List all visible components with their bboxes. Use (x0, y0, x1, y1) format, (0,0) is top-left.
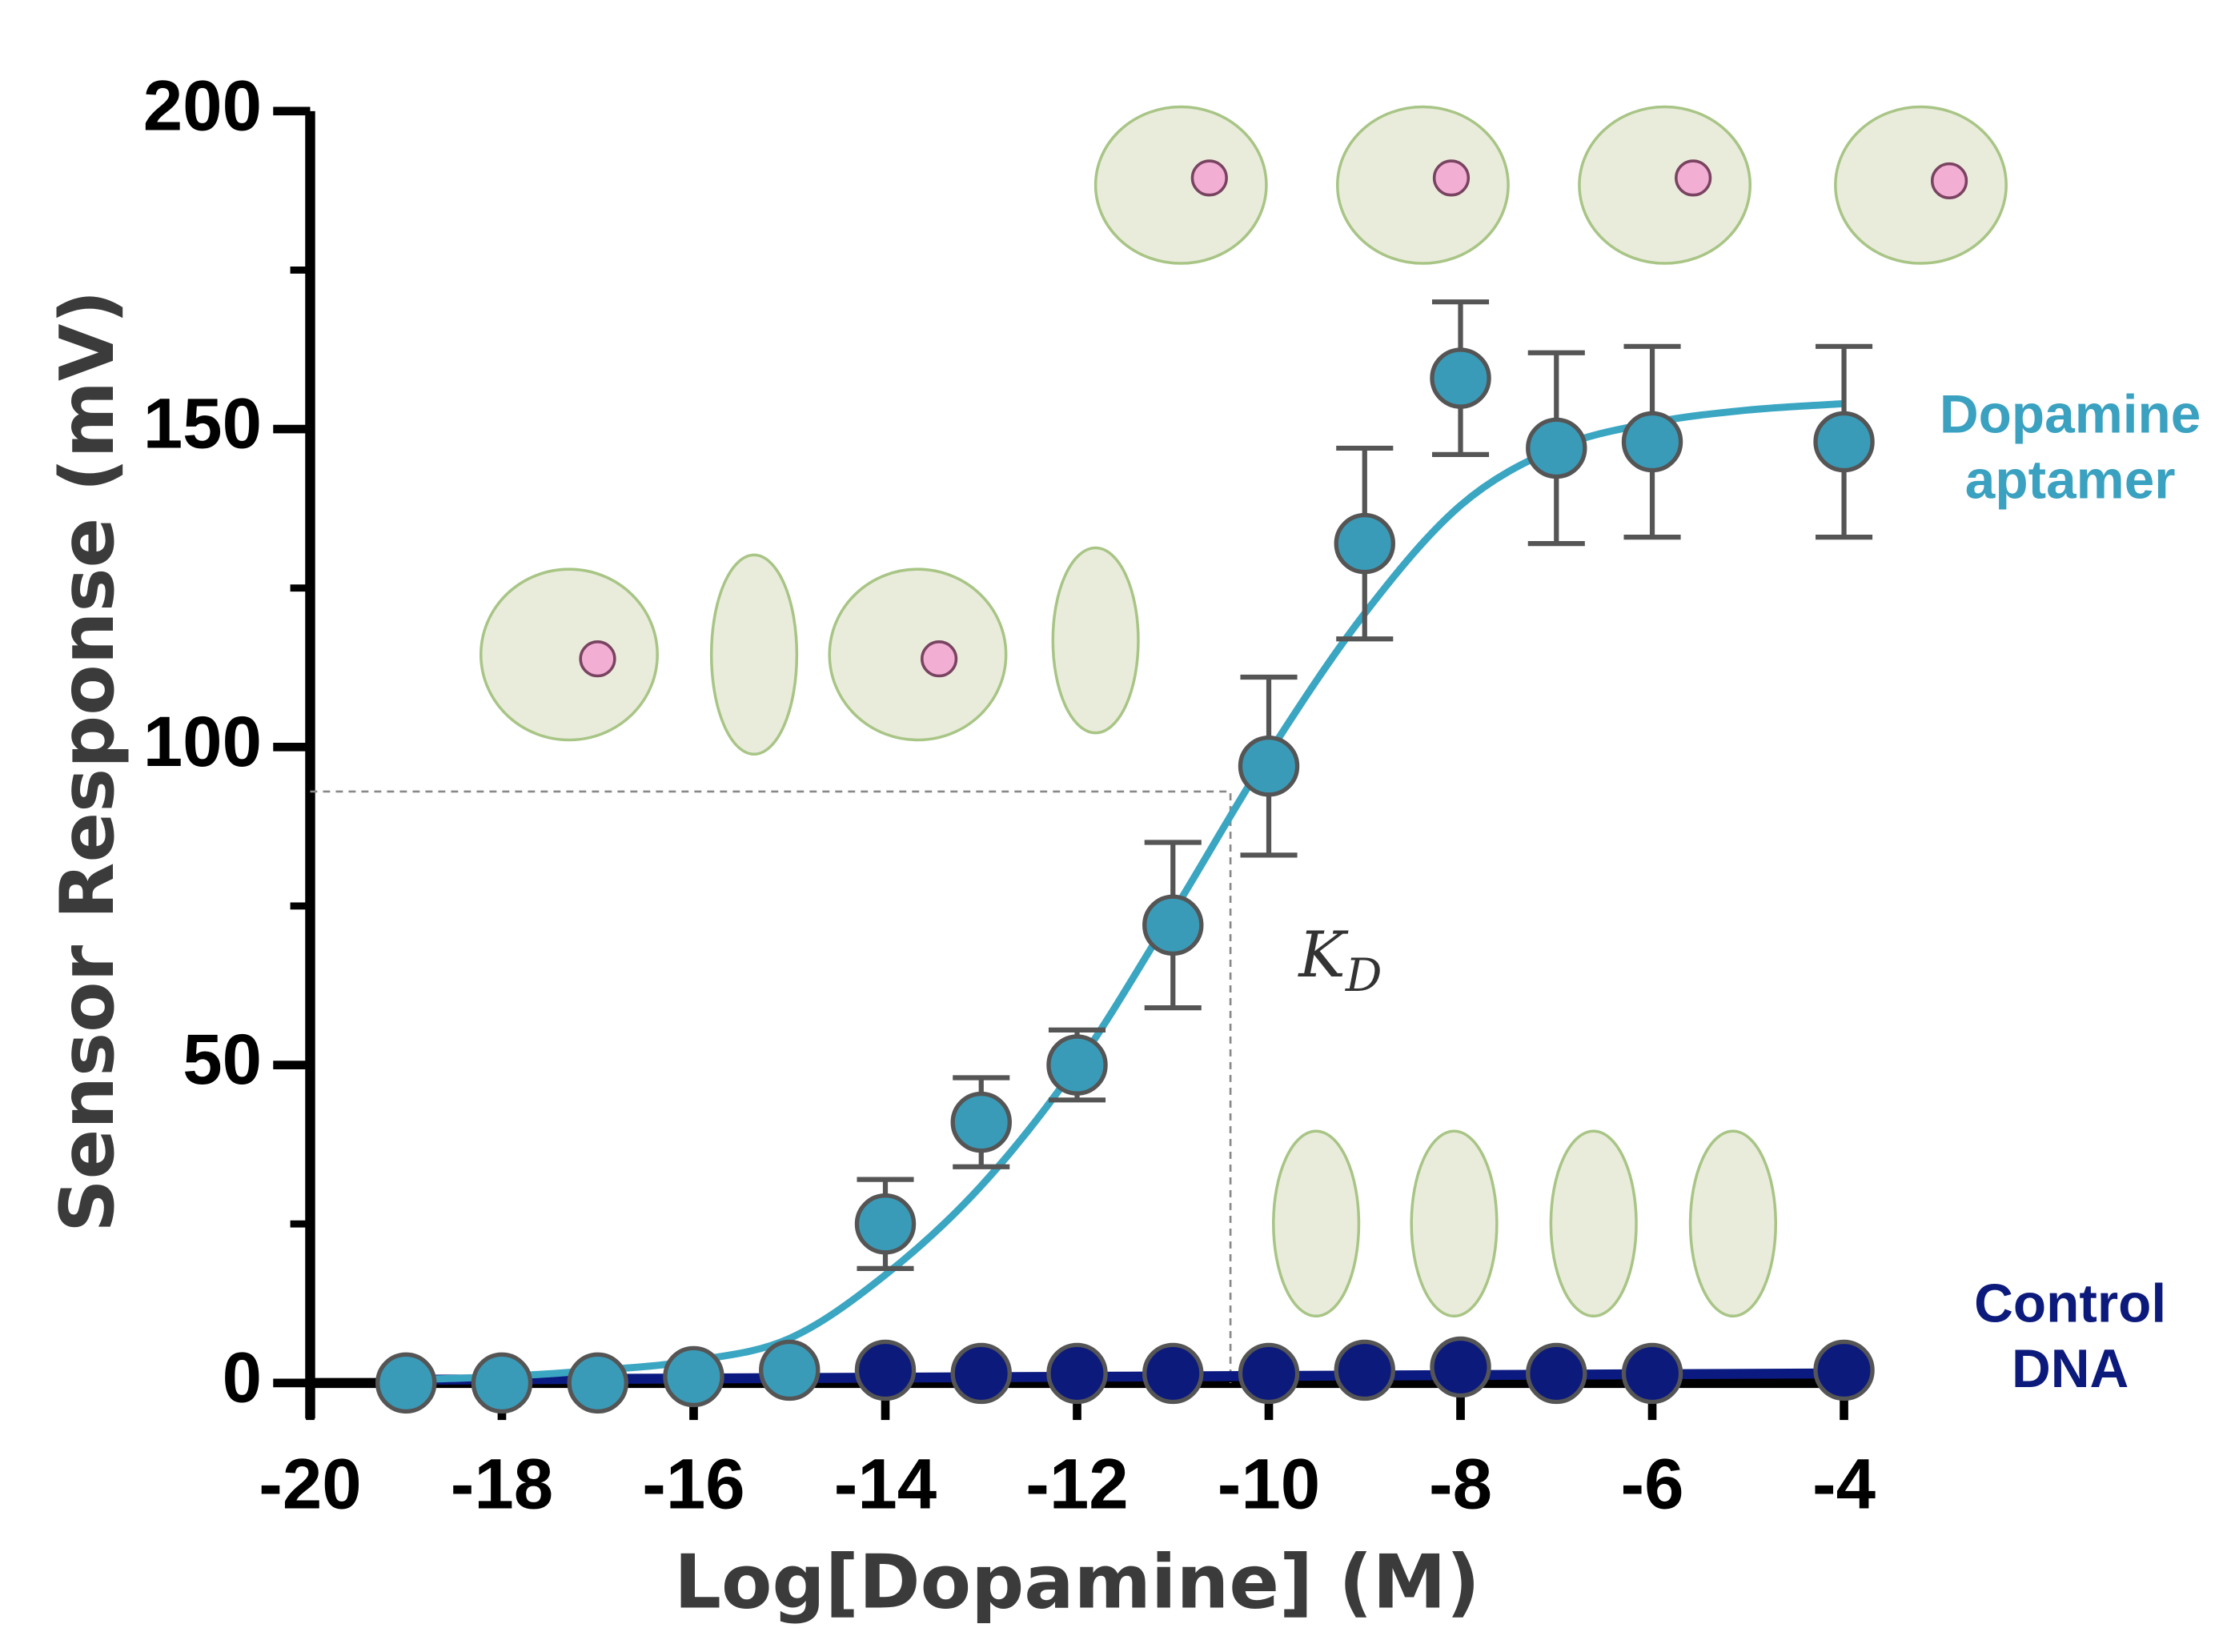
data-point (1238, 1342, 1300, 1405)
x-tick-label: -18 (451, 1445, 553, 1524)
x-tick-label: -14 (834, 1445, 937, 1524)
data-point (1621, 411, 1683, 473)
data-point (1334, 1339, 1395, 1401)
x-tick-label: -12 (1025, 1445, 1128, 1524)
data-point (1046, 1342, 1108, 1405)
y-tick-label: 100 (143, 702, 262, 781)
legend-entry: Control DNA (1974, 1274, 2167, 1400)
data-point (1046, 1034, 1108, 1096)
x-tick-label: -6 (1621, 1445, 1684, 1524)
data-point (663, 1345, 724, 1408)
molecule-decorations (479, 105, 2008, 1318)
y-axis-title: Sensor Response (mV) (44, 290, 130, 1233)
data-point (950, 1342, 1012, 1405)
data-point (567, 1352, 628, 1414)
kd-label: KD (1297, 919, 1382, 1002)
data-point (1430, 1336, 1491, 1398)
y-tick-label: 150 (143, 384, 262, 463)
data-point (375, 1352, 437, 1414)
data-point (950, 1091, 1012, 1153)
dopamine-spheres (579, 159, 1968, 678)
x-tick-label: -10 (1218, 1445, 1320, 1524)
kd-symbol: K (1297, 919, 1349, 992)
data-point (1142, 1342, 1204, 1405)
data-point (854, 1339, 917, 1401)
fit-line (406, 1368, 1844, 1385)
data-point (1142, 894, 1204, 956)
y-tick-label: 200 (143, 66, 262, 145)
y-tick-label: 0 (223, 1337, 262, 1417)
data-point (1430, 347, 1491, 409)
data-point (1526, 417, 1587, 479)
x-tick-label: -4 (1812, 1445, 1876, 1524)
x-tick-label: -20 (259, 1445, 361, 1524)
data-point (1238, 735, 1300, 797)
data-point (1526, 1342, 1587, 1405)
x-tick-label: -16 (642, 1445, 744, 1524)
legend-entry: Dopamine aptamer (1939, 385, 2201, 511)
data-point (1621, 1342, 1683, 1405)
data-point (1813, 411, 1875, 473)
bound-aptamers (479, 105, 2008, 1318)
kd-subscript: D (1345, 949, 1382, 1002)
legend-entry-box: Control DNA (1974, 1274, 2167, 1400)
data-point (854, 1193, 917, 1255)
data-point (1813, 1339, 1875, 1401)
legend-entry-box: Dopamine aptamer (1939, 385, 2201, 511)
x-tick-label: -8 (1429, 1445, 1492, 1524)
data-point (1334, 512, 1395, 575)
data-point (759, 1339, 821, 1401)
x-axis-title: Log[Dopamine] (M) (674, 1539, 1480, 1626)
data-point (471, 1352, 533, 1414)
y-tick-label: 50 (183, 1020, 262, 1099)
